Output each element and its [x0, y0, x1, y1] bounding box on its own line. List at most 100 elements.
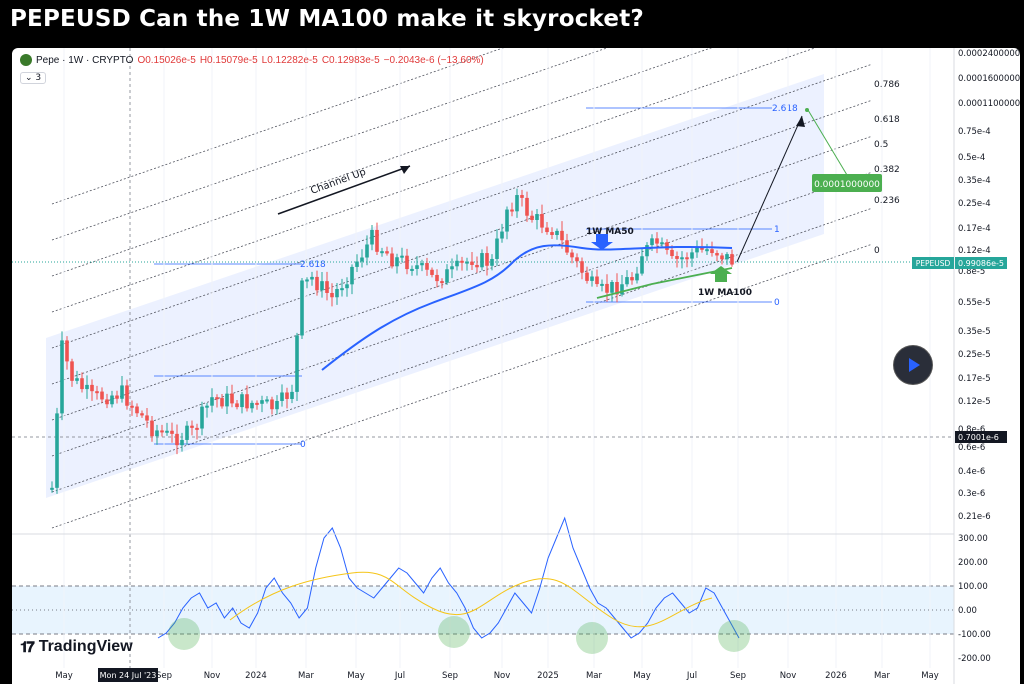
candle-body — [150, 420, 154, 437]
target-point — [805, 108, 809, 112]
price-tick-label: 0.12e-4 — [958, 246, 991, 256]
candle-body — [245, 394, 249, 409]
play-button[interactable] — [894, 346, 932, 384]
time-tick-label: 2026 — [825, 671, 847, 681]
ma50-line — [321, 244, 733, 371]
candle-body — [650, 238, 654, 246]
osc-tick-label: 300.00 — [958, 534, 988, 544]
candle-body — [690, 252, 694, 259]
fib1-label: 2.618 — [300, 260, 326, 270]
candle-body — [495, 238, 499, 259]
candle-body — [115, 395, 119, 399]
target-arrow — [807, 109, 851, 181]
candle-body — [205, 405, 209, 408]
candle-body — [125, 385, 129, 406]
chart-panel[interactable]: 0.786 0.618 0.5 0.382 0.236 0 2.618 0 2.618 1 0 Ch… — [12, 48, 1020, 684]
price-tick-label: 0.25e-4 — [958, 199, 991, 209]
price-tick-label: 0.4e-6 — [958, 467, 985, 477]
candle-body — [120, 385, 124, 399]
price-tick-label: 0.17e-4 — [958, 224, 991, 234]
candle-body — [325, 281, 329, 293]
price-tick-label: 0.5e-4 — [958, 153, 985, 163]
candle-body — [575, 257, 579, 262]
candle-body — [525, 197, 529, 216]
candle-body — [720, 255, 724, 260]
legend-change: −0.2043e-6 (−13.60%) — [383, 54, 484, 66]
legend-close: C0.12983e-5 — [321, 54, 380, 66]
candle-body — [570, 252, 574, 258]
candle-body — [60, 340, 64, 414]
time-tick-label: Nov — [494, 671, 511, 681]
price-tick-label: 0.0002400000 — [958, 49, 1020, 59]
arrowhead-icon — [400, 166, 410, 174]
legend-symbol: Pepe · 1W · CRYPTO — [36, 54, 134, 66]
time-tick-label: Mar — [874, 671, 891, 681]
candle-body — [370, 229, 374, 245]
time-tick-label: May — [347, 671, 365, 681]
time-tick-label: May — [921, 671, 939, 681]
candle-body — [665, 242, 669, 250]
candle-body — [480, 253, 484, 268]
candle-body — [680, 257, 684, 260]
time-tick-label: Nov — [204, 671, 221, 681]
osc-tick-label: -200.00 — [958, 654, 991, 664]
candle-body — [485, 253, 489, 266]
candle-body — [445, 269, 449, 283]
fib2-label: 0 — [774, 298, 780, 308]
candle-body — [100, 391, 104, 400]
pepe-logo-icon — [20, 54, 32, 66]
candle-body — [625, 277, 629, 285]
candle-body — [465, 261, 469, 264]
fib1-label: 0 — [300, 440, 306, 450]
candle-body — [610, 282, 614, 293]
price-tick-label: 0.35e-5 — [958, 327, 991, 337]
time-tick-label: Jul — [686, 671, 697, 681]
candle-body — [335, 288, 339, 298]
oversold-highlight-circle — [718, 620, 750, 652]
time-tick-label: Mar — [298, 671, 315, 681]
candle-body — [595, 276, 599, 285]
candle-body — [515, 195, 519, 212]
fib2-label: 1 — [774, 225, 780, 235]
channel-parallel-line — [51, 171, 873, 457]
candle-body — [530, 215, 534, 220]
legend-open: O0.15026e-5 — [137, 54, 196, 66]
ma100-label: 1W MA100 — [698, 288, 752, 298]
channel-arrow — [277, 165, 411, 215]
candle-body — [695, 247, 699, 253]
time-tick-label: 2024 — [245, 671, 267, 681]
target-price-tag — [812, 174, 882, 192]
price-tick-label: 0.0001600000 — [958, 74, 1020, 84]
candle-body — [400, 255, 404, 258]
candle-body — [520, 195, 524, 198]
candle-body — [510, 209, 514, 212]
crosshair-time-tag — [98, 668, 158, 682]
tradingview-mark-icon: 𝟏𝟕 — [20, 638, 35, 656]
candle-body — [425, 263, 429, 270]
tradingview-logo: 𝟏𝟕 TradingView — [20, 638, 133, 656]
candle-body — [475, 264, 479, 268]
fib-right-label: 0.786 — [874, 80, 900, 90]
time-tick-label: Sep — [156, 671, 172, 681]
candle-body — [250, 402, 254, 409]
fib-right-label: 0.5 — [874, 140, 888, 150]
candle-body — [685, 257, 689, 260]
symbol-legend: Pepe · 1W · CRYPTO O0.15026e-5 H0.15079e… — [20, 54, 484, 66]
candle-body — [415, 265, 419, 269]
indicators-collapse-button[interactable]: ⌄ 3 — [20, 72, 47, 84]
price-tick-label: 0.12e-5 — [958, 397, 991, 407]
symbol-tag-label: PEPEUSD — [916, 259, 951, 268]
current-price-label: 0.99086e-5 — [958, 259, 1004, 268]
channel-parallel-line — [51, 207, 873, 493]
cci-line — [157, 516, 740, 639]
candle-body — [220, 398, 224, 407]
channel-parallel-line — [51, 48, 608, 241]
candle-body — [340, 288, 344, 291]
osc-tick-label: 100.00 — [958, 582, 988, 592]
candle-body — [600, 283, 604, 286]
fib-right-label: 0.618 — [874, 115, 900, 125]
ma100-arrow-icon — [710, 266, 732, 282]
candle-body — [630, 277, 634, 281]
candle-body — [50, 487, 54, 490]
